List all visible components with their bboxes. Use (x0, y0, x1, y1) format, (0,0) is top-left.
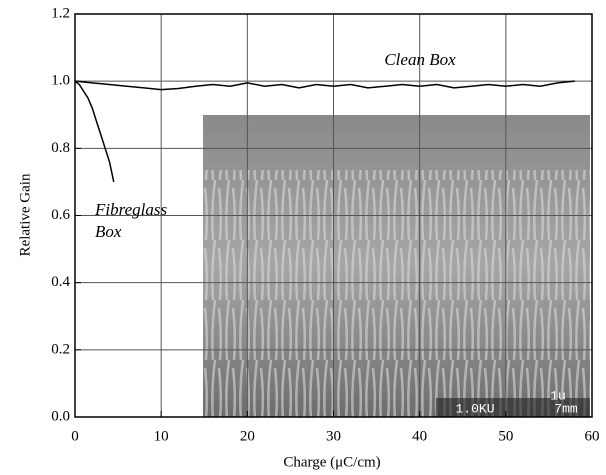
annotation: Clean Box (384, 50, 456, 69)
annotation: Fibreglass (94, 200, 167, 219)
y-tick-label: 0.6 (51, 207, 70, 223)
inset-label: 7mm (554, 401, 578, 416)
x-axis-label: Charge (μC/cm) (283, 454, 380, 470)
x-tick-label: 60 (585, 428, 600, 444)
y-axis-label: Relative Gain (17, 173, 33, 256)
x-tick-label: 10 (154, 428, 169, 444)
x-tick-label: 50 (498, 428, 513, 444)
x-tick-label: 40 (412, 428, 427, 444)
inset-label: 1.0KU (455, 401, 494, 416)
inset-label: 1u (550, 388, 566, 403)
annotation: Box (95, 222, 122, 241)
series-line (74, 80, 115, 183)
x-tick-label: 0 (71, 428, 79, 444)
y-tick-label: 1.0 (51, 73, 70, 89)
x-tick-label: 20 (240, 428, 255, 444)
plot-frame (74, 13, 593, 418)
y-tick-label: 0.2 (51, 341, 70, 357)
sem-inset (203, 115, 590, 417)
y-tick-label: 1.2 (51, 5, 70, 21)
y-tick-label: 0.4 (51, 274, 70, 290)
series-line (74, 80, 575, 91)
x-tick-label: 30 (326, 428, 341, 444)
y-tick-label: 0.8 (51, 140, 70, 156)
y-tick-label: 0.0 (51, 408, 70, 424)
